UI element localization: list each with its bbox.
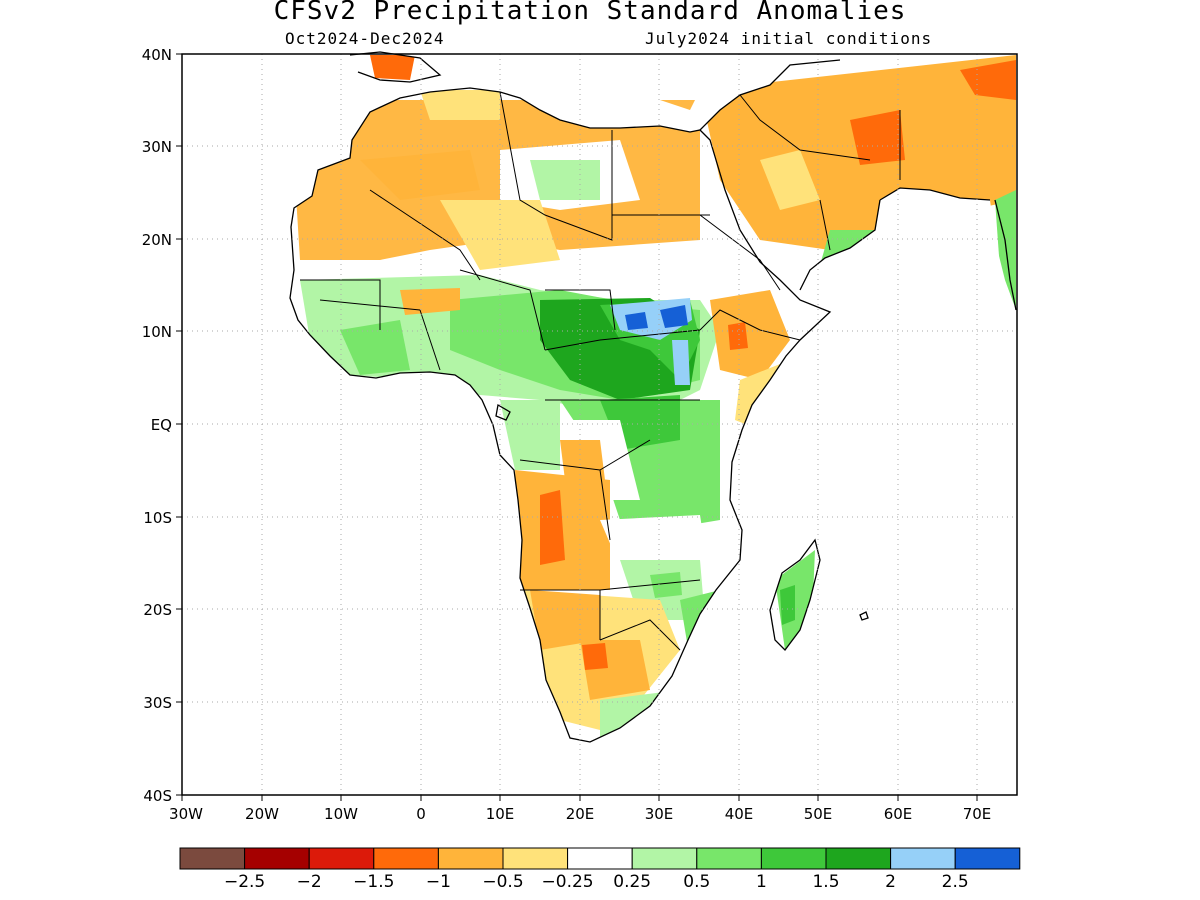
lon-label-70e: 70E (963, 805, 992, 823)
colorbar-label: −2 (297, 872, 322, 892)
colorbar-label: −2.5 (224, 872, 265, 892)
lat-label-10n: 10N (142, 323, 172, 341)
lat-label-40s: 40S (143, 787, 172, 805)
lon-label-30w: 30W (169, 805, 203, 823)
lon-label-60e: 60E (884, 805, 913, 823)
lat-ticks (176, 53, 182, 796)
colorbar-swatch (373, 847, 439, 870)
lat-label-30s: 30S (143, 694, 172, 712)
colorbar-label: 2.5 (942, 872, 969, 892)
country-borders (300, 91, 901, 651)
lat-tick-labels: 40N 30N 20N 10N EQ 10S 20S 30S 40S (142, 46, 172, 805)
colorbar-swatch (696, 847, 762, 870)
lon-label-10w: 10W (324, 805, 358, 823)
initial-conditions-label: July2024 initial conditions (645, 29, 933, 48)
colorbar-swatch (760, 847, 827, 870)
map-title: CFSv2 Precipitation Standard Anomalies (273, 0, 907, 26)
colorbar-label: −1.5 (353, 872, 394, 892)
colorbar-swatch (631, 847, 698, 870)
lon-label-20e: 20E (566, 805, 595, 823)
coastlines (289, 51, 1017, 743)
colorbar-swatch (308, 847, 375, 870)
lat-label-30n: 30N (142, 138, 172, 156)
lon-ticks (181, 795, 978, 801)
colorbar-label: −0.5 (482, 872, 523, 892)
colorbar-swatch (954, 847, 1021, 870)
colorbar-label: 0.25 (613, 872, 651, 892)
lat-label-20s: 20S (143, 601, 172, 619)
lat-label-eq: EQ (151, 416, 172, 434)
colorbar-swatch (890, 847, 956, 870)
lat-label-10s: 10S (143, 509, 172, 527)
colorbar-swatch (502, 847, 569, 870)
lon-label-20w: 20W (245, 805, 279, 823)
lon-label-30e: 30E (645, 805, 674, 823)
forecast-period: Oct2024-Dec2024 (285, 29, 445, 48)
colorbar-swatch (437, 847, 504, 870)
colorbar-swatch (244, 847, 310, 870)
colorbar-label: −1 (426, 872, 451, 892)
lon-label-10e: 10E (486, 805, 515, 823)
lon-label-0: 0 (416, 805, 426, 823)
lon-tick-labels: 30W 20W 10W 0 10E 20E 30E 40E 50E 60E 70… (169, 805, 991, 823)
colorbar-swatch (179, 847, 246, 870)
colorbar-swatch (825, 847, 892, 870)
lat-label-20n: 20N (142, 231, 172, 249)
lon-label-40e: 40E (725, 805, 754, 823)
lon-label-50e: 50E (804, 805, 833, 823)
colorbar-label: 2 (885, 872, 896, 892)
colorbar: −2.5 −2 −1.5 −1 −0.5 −0.25 0.25 0.5 1 1.5 2 2.5 (179, 847, 1021, 892)
lat-label-40n: 40N (142, 46, 172, 64)
colorbar-label: −0.25 (542, 872, 594, 892)
colorbar-label: 1 (756, 872, 767, 892)
colorbar-swatch (567, 847, 633, 870)
colorbar-label: 0.5 (683, 872, 710, 892)
gridlines (182, 54, 1017, 795)
colorbar-label: 1.5 (812, 872, 839, 892)
